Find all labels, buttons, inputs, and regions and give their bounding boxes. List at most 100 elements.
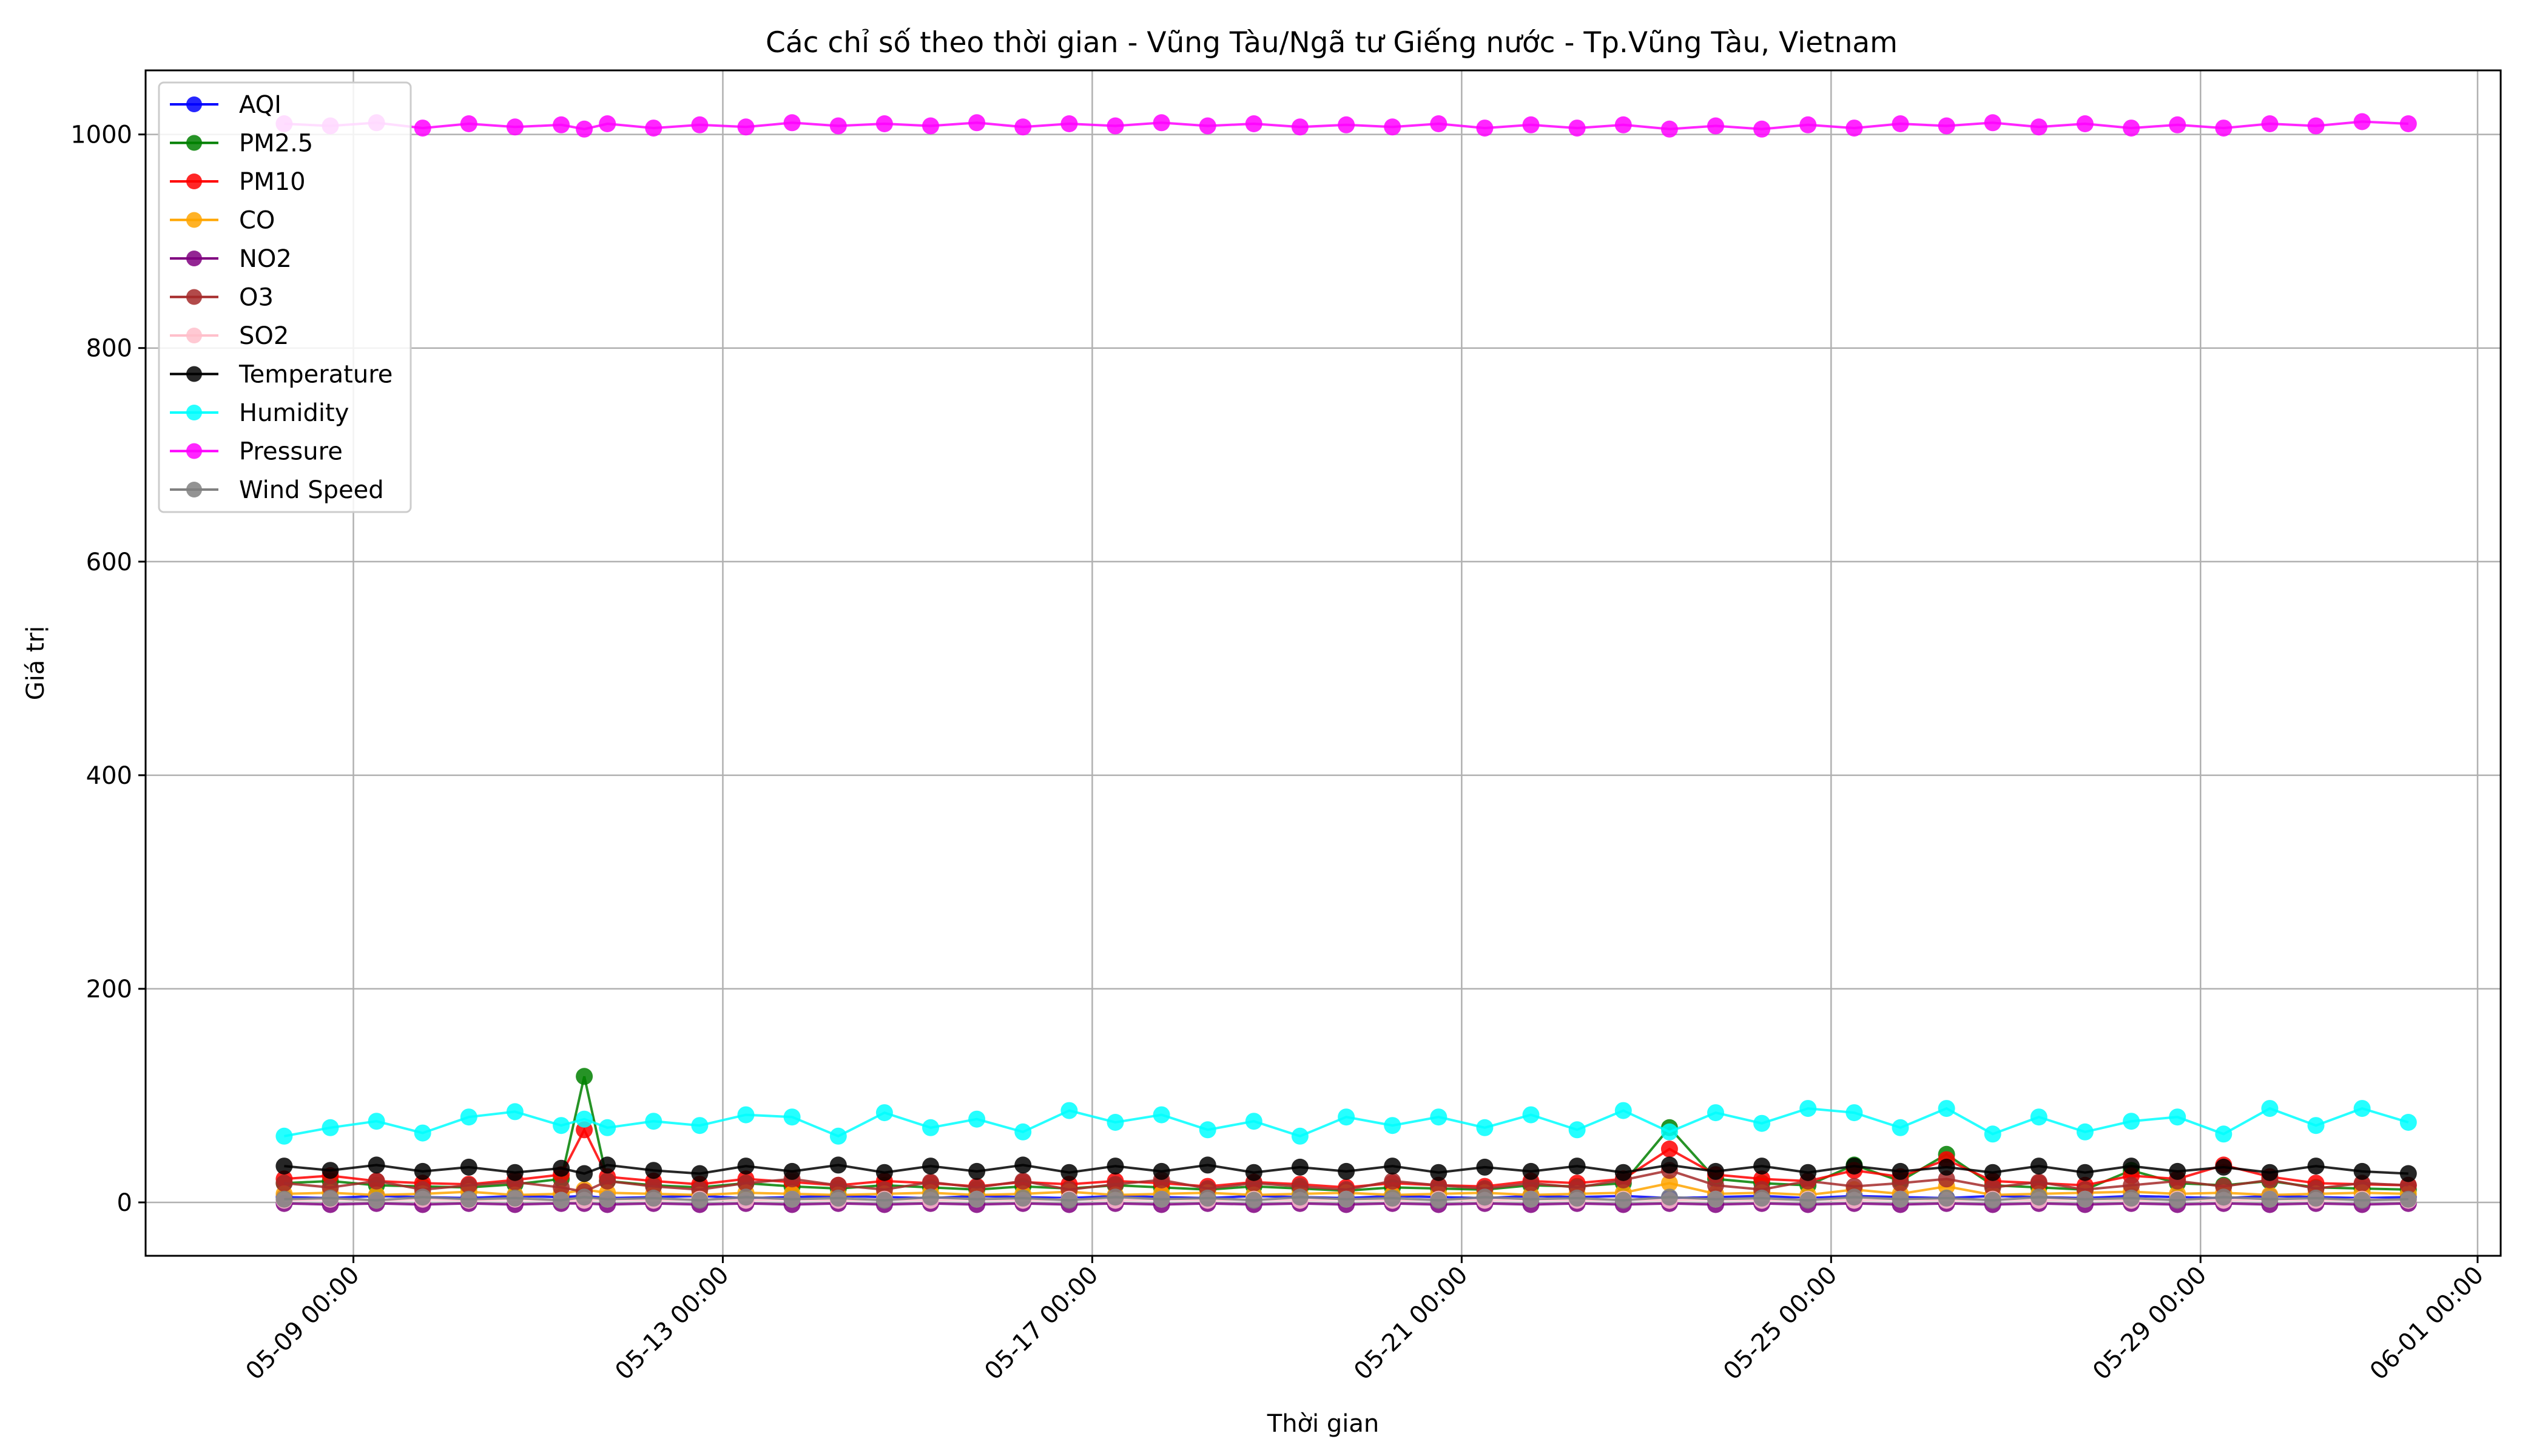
data-point: [1476, 1188, 1494, 1206]
data-point: [553, 1117, 570, 1134]
data-point: [1338, 1108, 1355, 1126]
legend-marker: [186, 135, 202, 151]
data-point: [1614, 1102, 1632, 1119]
data-point: [1892, 1162, 1909, 1180]
data-point: [737, 118, 755, 136]
data-point: [1660, 1156, 1678, 1174]
data-point: [1568, 1189, 1586, 1207]
data-point: [2353, 1162, 2371, 1180]
data-point: [2169, 116, 2186, 133]
data-point: [275, 1175, 293, 1192]
data-point: [691, 116, 709, 133]
data-point: [737, 1175, 755, 1192]
data-point: [2353, 1191, 2371, 1209]
y-tick-label: 0: [117, 1189, 132, 1217]
data-point: [1522, 1175, 1540, 1192]
legend-label: Pressure: [239, 438, 343, 466]
data-point: [691, 1117, 709, 1134]
data-point: [1984, 1125, 2001, 1143]
data-point: [599, 1190, 616, 1208]
data-point: [1291, 1127, 1309, 1145]
data-point: [1753, 1189, 1771, 1207]
data-point: [1430, 115, 1448, 132]
data-point: [576, 1188, 593, 1206]
data-point: [875, 1191, 893, 1209]
data-point: [2399, 1165, 2417, 1182]
data-point: [922, 1188, 939, 1206]
data-point: [2399, 1176, 2417, 1194]
data-point: [2123, 120, 2140, 137]
legend-marker: [186, 328, 202, 343]
data-point: [460, 1190, 477, 1208]
data-point: [1614, 116, 1632, 133]
data-point: [691, 1191, 709, 1209]
data-point: [1799, 1191, 1817, 1209]
data-point: [829, 1127, 847, 1145]
data-point: [2169, 1108, 2186, 1126]
data-point: [2123, 1176, 2140, 1194]
data-point: [599, 1119, 616, 1136]
data-point: [1245, 1113, 1262, 1130]
legend-label: PM2.5: [239, 130, 313, 158]
data-point: [2215, 120, 2233, 137]
y-tick-label: 200: [86, 976, 132, 1003]
data-point: [275, 1127, 293, 1145]
data-point: [2215, 1188, 2233, 1206]
data-point: [1384, 1158, 1401, 1175]
data-point: [645, 120, 662, 137]
data-point: [553, 1179, 570, 1196]
data-point: [1799, 116, 1817, 133]
data-point: [1892, 1119, 1909, 1136]
data-point: [1014, 1123, 1032, 1141]
data-point: [1799, 1164, 1817, 1181]
data-point: [1660, 1123, 1678, 1141]
legend-label: PM10: [239, 168, 306, 196]
grid: [146, 70, 2501, 1256]
legend-label: CO: [239, 207, 275, 235]
data-point: [1199, 1121, 1216, 1139]
data-point: [1060, 1191, 1078, 1209]
data-point: [1938, 1158, 1955, 1176]
data-point: [1384, 118, 1401, 136]
data-point: [1107, 1158, 1124, 1175]
data-point: [1430, 1164, 1448, 1181]
data-point: [322, 1189, 339, 1207]
data-point: [2215, 1125, 2233, 1143]
data-point: [1984, 114, 2001, 132]
data-point: [2261, 115, 2279, 132]
data-point: [368, 1172, 385, 1190]
plot-area: [275, 113, 2417, 1213]
data-point: [737, 1106, 755, 1124]
data-point: [968, 1110, 986, 1128]
data-point: [322, 1162, 339, 1179]
data-point: [1614, 1164, 1632, 1181]
data-point: [322, 1119, 339, 1136]
data-point: [1107, 117, 1124, 135]
data-point: [1153, 1162, 1170, 1180]
data-point: [2076, 1164, 2094, 1181]
legend-marker: [186, 405, 202, 420]
data-point: [576, 1165, 593, 1182]
legend-label: Humidity: [239, 399, 349, 427]
data-point: [829, 1176, 847, 1194]
data-point: [1568, 120, 1586, 137]
data-point: [1291, 1158, 1309, 1176]
legend-label: SO2: [239, 322, 289, 350]
y-axis-label: Giá trị: [22, 626, 50, 701]
data-point: [1384, 1117, 1401, 1134]
data-point: [576, 1110, 593, 1128]
data-point: [414, 1162, 431, 1180]
data-point: [968, 114, 986, 132]
data-point: [829, 117, 847, 135]
data-point: [1245, 115, 1262, 132]
chart-title: Các chỉ số theo thời gian - Vũng Tàu/Ngã…: [766, 26, 1898, 59]
data-point: [1845, 120, 1863, 137]
data-point: [829, 1156, 847, 1174]
data-point: [599, 1172, 616, 1190]
data-point: [1938, 117, 1955, 135]
data-point: [2307, 1189, 2325, 1207]
data-point: [506, 1103, 524, 1121]
data-point: [506, 1189, 524, 1207]
data-point: [2399, 1114, 2417, 1131]
legend-marker: [186, 482, 202, 497]
